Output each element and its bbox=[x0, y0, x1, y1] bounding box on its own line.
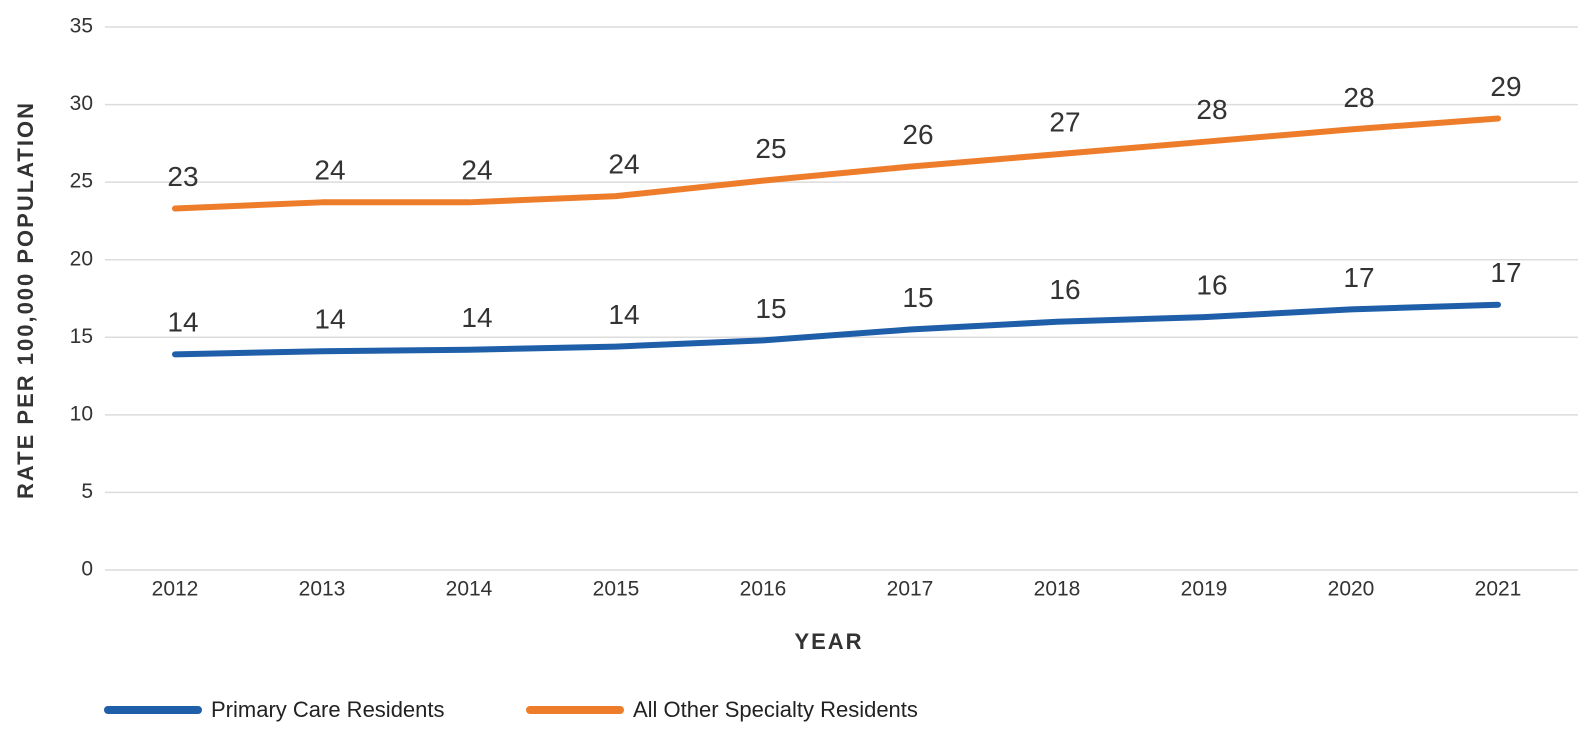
y-tick-label: 10 bbox=[70, 402, 93, 425]
data-label: 17 bbox=[1343, 262, 1374, 293]
x-tick-label: 2020 bbox=[1328, 578, 1375, 601]
data-label: 28 bbox=[1343, 82, 1374, 113]
y-tick-label: 25 bbox=[70, 170, 93, 193]
data-label: 14 bbox=[167, 307, 198, 338]
data-label: 25 bbox=[755, 133, 786, 164]
x-tick-label: 2018 bbox=[1034, 578, 1081, 601]
x-tick-label: 2012 bbox=[152, 578, 199, 601]
series-line bbox=[172, 301, 1501, 358]
y-tick-label: 0 bbox=[81, 558, 93, 581]
data-label: 16 bbox=[1196, 270, 1227, 301]
data-label: 15 bbox=[755, 293, 786, 324]
y-tick-label: 15 bbox=[70, 325, 93, 348]
y-tick-label: 5 bbox=[81, 480, 93, 503]
y-tick-label: 30 bbox=[70, 92, 93, 115]
x-tick-label: 2015 bbox=[593, 578, 640, 601]
y-axis-label: RATE PER 100,000 POPULATION bbox=[13, 101, 38, 499]
data-label: 24 bbox=[314, 155, 345, 186]
legend-label: All Other Specialty Residents bbox=[633, 697, 918, 722]
data-label: 14 bbox=[608, 299, 639, 330]
data-label: 14 bbox=[314, 304, 345, 335]
data-label: 15 bbox=[902, 282, 933, 313]
x-tick-label: 2013 bbox=[299, 578, 346, 601]
data-label: 28 bbox=[1196, 94, 1227, 125]
series-line bbox=[172, 115, 1501, 212]
y-tick-label: 20 bbox=[70, 247, 93, 270]
x-tick-label: 2019 bbox=[1181, 578, 1228, 601]
data-label: 16 bbox=[1049, 274, 1080, 305]
data-label: 24 bbox=[461, 155, 492, 186]
data-label: 24 bbox=[608, 148, 639, 179]
x-tick-label: 2014 bbox=[446, 578, 493, 601]
x-tick-label: 2021 bbox=[1475, 578, 1522, 601]
data-label: 14 bbox=[461, 302, 492, 333]
x-tick-label: 2017 bbox=[887, 578, 934, 601]
data-label: 26 bbox=[902, 119, 933, 150]
legend-label: Primary Care Residents bbox=[211, 697, 445, 722]
data-label: 17 bbox=[1490, 257, 1521, 288]
y-tick-label: 35 bbox=[70, 15, 93, 38]
data-label: 23 bbox=[167, 161, 198, 192]
x-tick-label: 2016 bbox=[740, 578, 787, 601]
data-label: 27 bbox=[1049, 107, 1080, 138]
x-axis-label: YEAR bbox=[794, 629, 863, 654]
data-label: 29 bbox=[1490, 71, 1521, 102]
